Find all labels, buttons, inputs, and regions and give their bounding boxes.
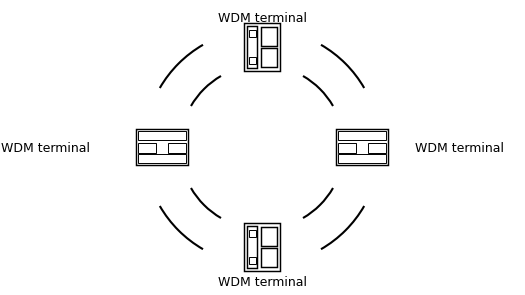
Bar [261,48,277,67]
Bar [261,27,277,46]
Bar [261,227,277,246]
Bar [368,143,386,153]
Bar [338,143,356,153]
Bar [244,223,280,271]
Text: WDM terminal: WDM terminal [1,142,90,155]
Bar [248,257,256,264]
Bar [136,129,188,165]
Bar [244,23,280,71]
Bar [248,230,256,237]
Bar [247,26,257,68]
Bar [336,129,388,165]
Bar [248,30,256,37]
Bar [138,131,186,140]
Bar [247,226,257,268]
Bar [261,248,277,267]
Text: WDM terminal: WDM terminal [217,276,307,289]
Bar [138,154,186,163]
Bar [248,57,256,64]
Bar [138,143,156,153]
Bar [168,143,186,153]
Text: WDM terminal: WDM terminal [415,142,504,155]
Bar [338,131,386,140]
Bar [338,154,386,163]
Text: WDM terminal: WDM terminal [217,12,307,24]
